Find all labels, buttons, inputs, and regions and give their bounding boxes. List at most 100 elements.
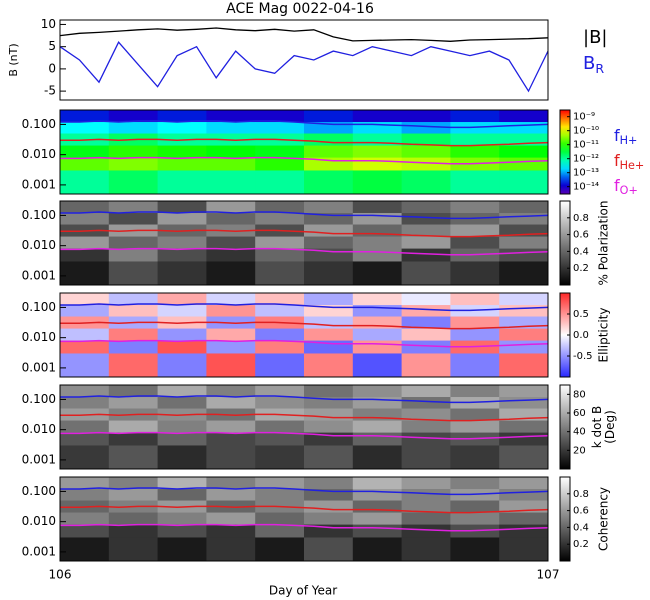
- frequency-line: [60, 303, 549, 312]
- panel-frame: [59, 476, 549, 562]
- heatmap-cell: [206, 157, 256, 171]
- heatmap-cell: [499, 477, 549, 490]
- heatmap-cell: [450, 224, 500, 238]
- heatmap-cell: [304, 420, 354, 434]
- heatmap-cell: [157, 489, 207, 502]
- heatmap-cell: [255, 489, 305, 502]
- heatmap-cell: [206, 145, 256, 159]
- heatmap-cell: [401, 445, 451, 470]
- colorbar-label: % Polarization: [597, 201, 611, 286]
- heatmap-cell: [255, 110, 305, 123]
- heatmap-cell: [401, 420, 451, 434]
- heatmap-cell: [304, 328, 354, 342]
- frequency-line: [60, 321, 549, 330]
- heatmap-cell: [499, 397, 549, 410]
- heatmap-cell: [499, 489, 549, 502]
- heatmap-cell: [108, 248, 159, 262]
- frequency-line: [60, 156, 549, 165]
- heatmap-cell: [401, 293, 451, 306]
- colorbar-tick-label: 80: [573, 389, 586, 400]
- frequency-line: [60, 431, 549, 440]
- heatmap-cell: [255, 537, 305, 562]
- heatmap-cell: [157, 110, 207, 123]
- y-tick-label: 0.100: [22, 208, 56, 222]
- heatmap-cell: [206, 328, 256, 342]
- heatmap-cell: [108, 340, 159, 354]
- colorbar-tick-label: 0.4: [573, 246, 589, 257]
- heatmap-cell: [255, 397, 305, 410]
- heatmap-cell: [206, 397, 256, 410]
- colorbar-tick-label: 0.5: [573, 309, 589, 320]
- line-series: [59, 27, 549, 42]
- heatmap-cell: [206, 432, 256, 446]
- heatmap-cell: [108, 236, 159, 250]
- heatmap-cell: [499, 170, 549, 195]
- heatmap-cell: [352, 353, 403, 378]
- heatmap-cell: [60, 385, 110, 398]
- heatmap-cell: [255, 293, 305, 306]
- heatmap-cell: [401, 477, 451, 490]
- heatmap-cell: [499, 445, 549, 470]
- heatmap-cell: [60, 293, 110, 306]
- heatmap-cell: [206, 537, 256, 562]
- x-tick-label: 106: [49, 568, 72, 582]
- colorbar-tick-label: 0.6: [573, 230, 589, 241]
- heatmap-cell: [108, 145, 159, 159]
- heatmap-cell: [157, 261, 207, 286]
- heatmap-cell: [450, 420, 500, 434]
- heatmap-cell: [499, 201, 549, 214]
- heatmap-cell: [255, 122, 305, 135]
- y-tick-label: 0.100: [22, 300, 56, 314]
- heatmap-cell: [157, 477, 207, 490]
- heatmap-cell: [255, 236, 305, 250]
- colorbar-tick-label: 20: [573, 445, 586, 456]
- heatmap-cell: [108, 305, 159, 318]
- heatmap-cell: [206, 201, 256, 214]
- frequency-line: [60, 395, 549, 404]
- heatmap-cell: [352, 261, 403, 286]
- heatmap-cell: [401, 213, 451, 226]
- heatmap-cell: [206, 477, 256, 490]
- heatmap-cell: [304, 201, 354, 214]
- heatmap-cell: [255, 201, 305, 214]
- heatmap-cell: [499, 261, 549, 286]
- heatmap-cell: [255, 145, 305, 159]
- heatmap-cell: [450, 500, 500, 514]
- heatmap-cell: [60, 340, 110, 354]
- heatmap-cell: [352, 432, 403, 446]
- colorbar-label: Ellipticity: [597, 308, 611, 363]
- heatmap-cell: [401, 524, 451, 538]
- heatmap-cell: [304, 170, 354, 195]
- heatmap-cell: [206, 445, 256, 470]
- heatmap-cell: [157, 432, 207, 446]
- heatmap-cell: [206, 512, 256, 526]
- heatmap-cell: [304, 500, 354, 514]
- heatmap-cell: [157, 305, 207, 318]
- heatmap-cell: [450, 305, 500, 318]
- heatmap-cell: [108, 524, 159, 538]
- heatmap-cell: [206, 340, 256, 354]
- heatmap-cell: [304, 445, 354, 470]
- heatmap-cell: [352, 489, 403, 502]
- heatmap-cell: [60, 170, 110, 195]
- heatmap-cell: [401, 500, 451, 514]
- legend-subscript: H+: [620, 134, 638, 147]
- heatmap-cell: [352, 420, 403, 434]
- heatmap-cell: [450, 408, 500, 422]
- heatmap-cell: [450, 170, 500, 195]
- y-tick-label: -5: [44, 84, 56, 98]
- panel-frame: [59, 109, 549, 195]
- colorbar-tick-label: 0.8: [573, 489, 589, 500]
- legend-subscript: He+: [620, 159, 645, 172]
- heatmap-cell: [108, 445, 159, 470]
- heatmap-cell: [352, 445, 403, 470]
- heatmap-cell: [352, 236, 403, 250]
- heatmap-cell: [352, 110, 403, 123]
- heatmap-cell: [304, 213, 354, 226]
- heatmap-cell: [450, 445, 500, 470]
- heatmap-cell: [401, 201, 451, 214]
- colorbar: [559, 476, 571, 562]
- heatmap-cell: [401, 340, 451, 354]
- heatmap-cell: [450, 537, 500, 562]
